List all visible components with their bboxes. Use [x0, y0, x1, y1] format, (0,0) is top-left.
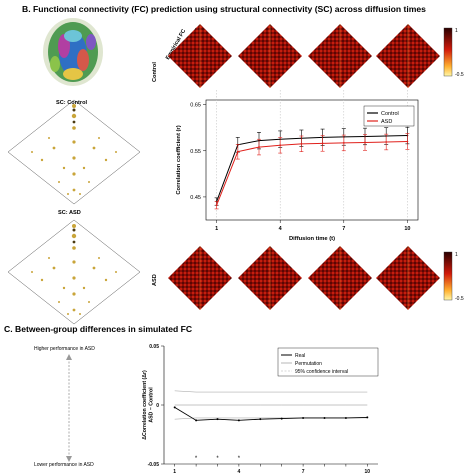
arrow-top-label: Higher performance in ASD [34, 346, 95, 352]
data-point [280, 417, 283, 420]
fc-prediction-line-chart: 0.45 0.55 0.65 1 4 7 10 Diffusion time (t) Corre… [176, 90, 419, 242]
fc-heatmaps-control [168, 24, 440, 88]
legend-label: 95% confidence interval [295, 369, 348, 375]
data-point [321, 142, 324, 145]
y-tick-label: 0.65 [190, 103, 201, 109]
real-line [174, 406, 368, 421]
y-tick-label: 0.05 [149, 344, 159, 350]
fc-diamond [238, 24, 302, 88]
fc-heatmaps-asd [168, 246, 440, 310]
row-label-asd: ASD [152, 274, 158, 286]
legend-label: Control [381, 111, 399, 117]
fc-diamond [376, 24, 440, 88]
series-line-asd [216, 141, 408, 206]
y-tick-label: 0.55 [190, 149, 201, 155]
fc-diamond [308, 246, 372, 310]
data-point [259, 418, 262, 421]
data-point [385, 141, 388, 143]
fc-diamond [168, 246, 232, 310]
panel-c-title: C. Between-group differences in simulate… [4, 324, 193, 334]
fc-diamond [168, 24, 232, 88]
data-point [406, 140, 409, 143]
fc-diamond [308, 24, 372, 88]
sc-asd-matrix [7, 219, 141, 325]
data-point [323, 416, 326, 419]
x-tick-label: 10 [404, 226, 410, 232]
data-point [279, 144, 282, 147]
legend-label: Permutation [295, 361, 322, 367]
y-tick-label: 0.45 [190, 195, 201, 201]
data-point [237, 419, 240, 422]
fc-diamond [376, 246, 440, 310]
legend-label: ASD [381, 119, 392, 125]
data-point [216, 418, 219, 421]
data-point [342, 142, 345, 144]
brain-image [43, 18, 103, 86]
row-label-control: Control [152, 62, 158, 82]
performance-arrow [66, 354, 72, 462]
significance-star: * [216, 456, 219, 462]
data-point [195, 419, 198, 422]
y-axis-label: ΔCorrelation coefficient (Δr) [142, 370, 148, 440]
data-point [300, 142, 303, 145]
colorbar-bottom-min: -0.5 [455, 296, 464, 302]
x-axis-label: Diffusion time (t) [289, 236, 335, 242]
series-line-control [216, 135, 408, 202]
sc-control-matrix [7, 99, 141, 205]
data-point [258, 146, 260, 148]
colorbar-top-max: 1 [455, 28, 458, 34]
data-point [215, 204, 218, 207]
x-tick-label: 1 [173, 469, 176, 474]
x-tick-label: 4 [238, 469, 241, 474]
data-point [366, 416, 369, 419]
significance-star: * [195, 456, 198, 462]
x-tick-label: 7 [342, 226, 345, 232]
x-tick-label: 4 [279, 226, 283, 232]
sc-control-label: SC: Control [56, 100, 88, 106]
data-point [236, 150, 239, 153]
data-point [302, 416, 305, 419]
y-axis-label-2: ASD − Control [149, 387, 155, 423]
group-difference-line-chart: -0.05 0 0.05 1 4 7 10 ΔCorrelation coefficient … [142, 344, 379, 474]
data-point [173, 406, 176, 409]
colorbar-top [443, 27, 453, 77]
panel-b-title: B. Functional connectivity (FC) predicti… [22, 4, 426, 14]
y-tick-label: 0 [156, 403, 159, 409]
x-tick-label: 10 [365, 469, 371, 474]
legend-box [277, 347, 379, 377]
fc-diamond [238, 246, 302, 310]
arrow-bottom-label: Lower performance in ASD [34, 462, 94, 468]
x-tick-label: 7 [302, 469, 305, 474]
y-tick-label: -0.05 [148, 462, 160, 468]
colorbar-bottom [443, 251, 453, 301]
legend-label: Real [295, 353, 305, 359]
data-point [364, 141, 366, 144]
significance-star: * [238, 456, 241, 462]
y-axis-label: Correlation coefficient (r) [176, 125, 182, 194]
plot-frame [205, 99, 419, 221]
colorbar-bottom-max: 1 [455, 252, 458, 258]
data-point [344, 416, 347, 419]
sc-asd-label: SC: ASD [58, 210, 81, 216]
ci-upper-line [174, 390, 368, 393]
x-tick-label: 1 [215, 226, 218, 232]
colorbar-top-min: -0.5 [455, 72, 464, 78]
